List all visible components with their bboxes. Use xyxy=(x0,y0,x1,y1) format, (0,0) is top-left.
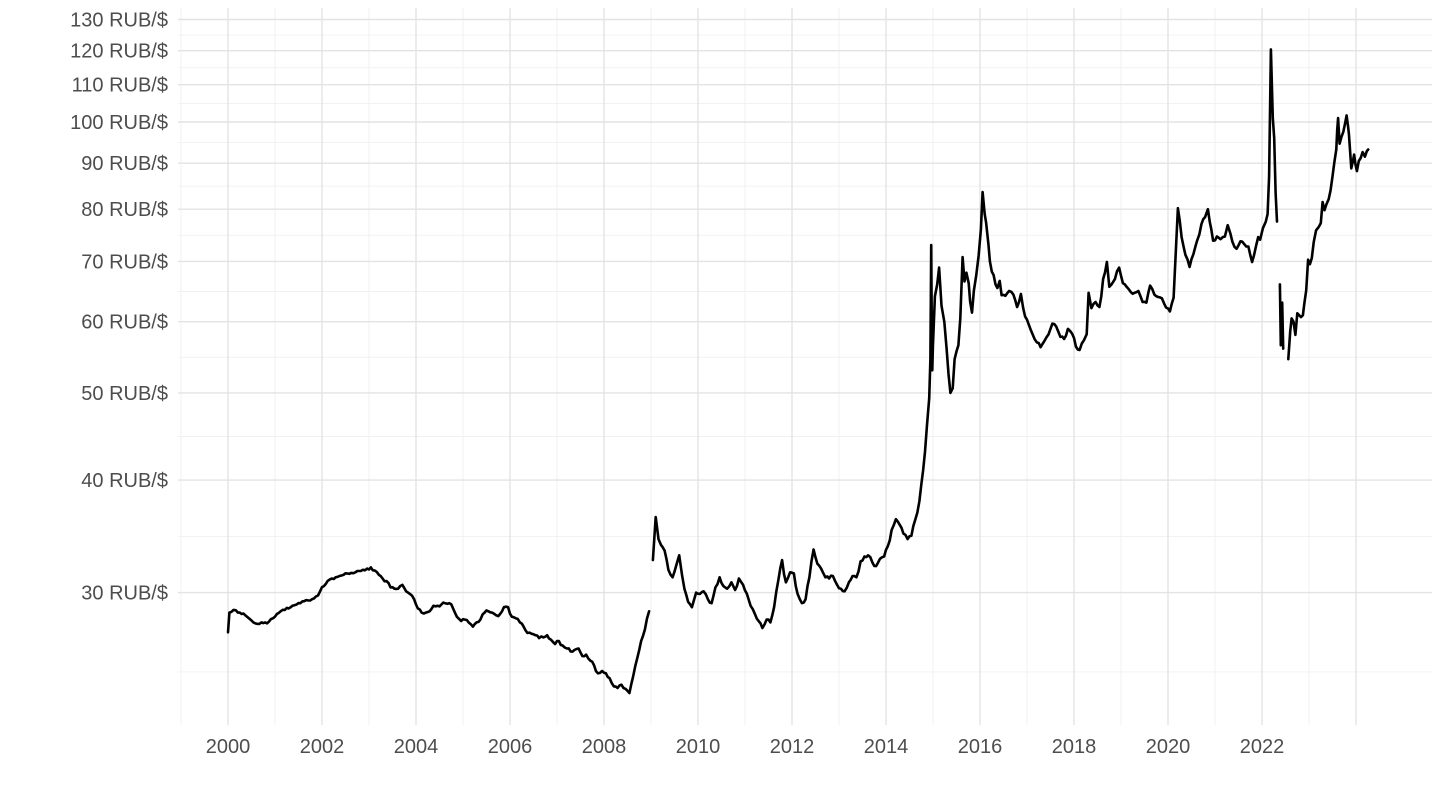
y-tick-label: 70 RUB/$ xyxy=(81,251,168,273)
y-tick-label: 30 RUB/$ xyxy=(81,583,168,605)
x-axis-tick-labels: 2000 2002 2004 2006 2008 2010 2012 2014 2016 2018… xyxy=(206,736,1285,758)
gridlines-minor xyxy=(178,8,1432,725)
y-tick-label: 60 RUB/$ xyxy=(81,312,168,334)
y-axis-tick-labels: 130 RUB/$ 120 RUB/$ 110 RUB/$ 100 RUB/$ 90 R… xyxy=(70,10,168,605)
x-tick-label: 2002 xyxy=(300,736,345,758)
x-tick-label: 2000 xyxy=(206,736,251,758)
y-tick-label: 110 RUB/$ xyxy=(72,75,168,97)
series-lines xyxy=(226,48,1370,695)
y-tick-label: 40 RUB/$ xyxy=(81,470,168,492)
exchange-rate-line xyxy=(226,48,1370,695)
x-tick-label: 2012 xyxy=(770,736,815,758)
y-tick-label: 120 RUB/$ xyxy=(70,41,168,63)
x-tick-label: 2016 xyxy=(958,736,1003,758)
gridlines-major xyxy=(178,8,1432,725)
x-tick-label: 2004 xyxy=(394,736,439,758)
x-tick-label: 2018 xyxy=(1052,736,1097,758)
y-tick-label: 80 RUB/$ xyxy=(81,199,168,221)
x-tick-label: 2008 xyxy=(582,736,627,758)
y-tick-label: 50 RUB/$ xyxy=(81,383,168,405)
x-tick-label: 2014 xyxy=(864,736,909,758)
x-tick-label: 2022 xyxy=(1240,736,1285,758)
x-tick-label: 2020 xyxy=(1146,736,1191,758)
y-tick-label: 100 RUB/$ xyxy=(70,112,168,134)
x-tick-label: 2010 xyxy=(676,736,721,758)
y-tick-label: 130 RUB/$ xyxy=(70,10,168,32)
y-tick-label: 90 RUB/$ xyxy=(81,153,168,175)
x-tick-label: 2006 xyxy=(488,736,533,758)
